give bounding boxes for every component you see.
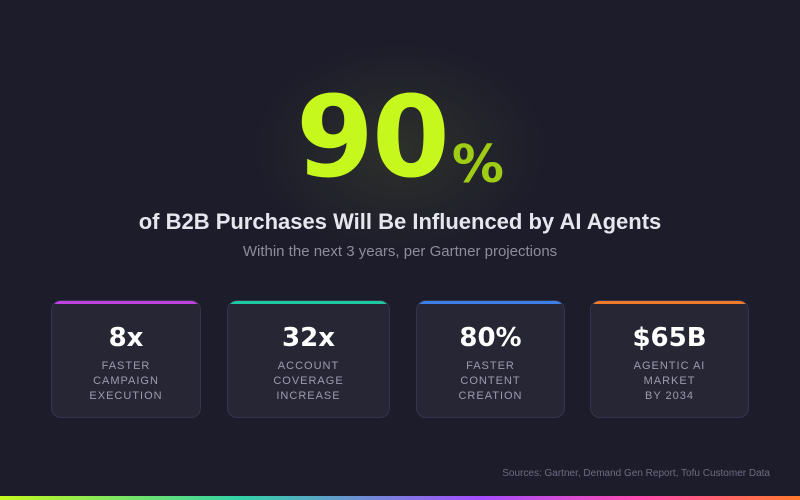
hero-glow xyxy=(250,40,550,260)
card-accent-bar xyxy=(417,301,564,304)
stat-card-campaign: 8x FASTER CAMPAIGN EXECUTION xyxy=(51,300,201,418)
hero-stat: 90% xyxy=(0,82,800,195)
hero-number: 90 xyxy=(296,73,450,203)
stat-card-content: 80% FASTER CONTENT CREATION xyxy=(416,300,565,418)
stat-value: 80% xyxy=(459,323,522,353)
card-accent-bar xyxy=(52,301,200,304)
stat-card-coverage: 32x ACCOUNT COVERAGE INCREASE xyxy=(227,300,390,418)
stat-value: 8x xyxy=(108,323,144,353)
stat-value: 32x xyxy=(282,323,335,353)
stat-label: FASTER CONTENT CREATION xyxy=(458,360,523,402)
bottom-gradient-bar xyxy=(0,496,800,500)
card-accent-bar xyxy=(228,301,389,304)
stat-label: ACCOUNT COVERAGE INCREASE xyxy=(273,360,344,402)
stat-value: $65B xyxy=(632,323,707,353)
card-accent-bar xyxy=(591,301,748,304)
stat-label: AGENTIC AI MARKET BY 2034 xyxy=(633,360,706,402)
subheadline: Within the next 3 years, per Gartner pro… xyxy=(242,243,558,260)
sources-footnote: Sources: Gartner, Demand Gen Report, Tof… xyxy=(502,468,770,479)
hero-percent-sign: % xyxy=(451,135,504,195)
headline: of B2B Purchases Will Be Influenced by A… xyxy=(138,209,662,234)
stat-card-market: $65B AGENTIC AI MARKET BY 2034 xyxy=(590,300,749,418)
stat-label: FASTER CAMPAIGN EXECUTION xyxy=(89,360,163,402)
